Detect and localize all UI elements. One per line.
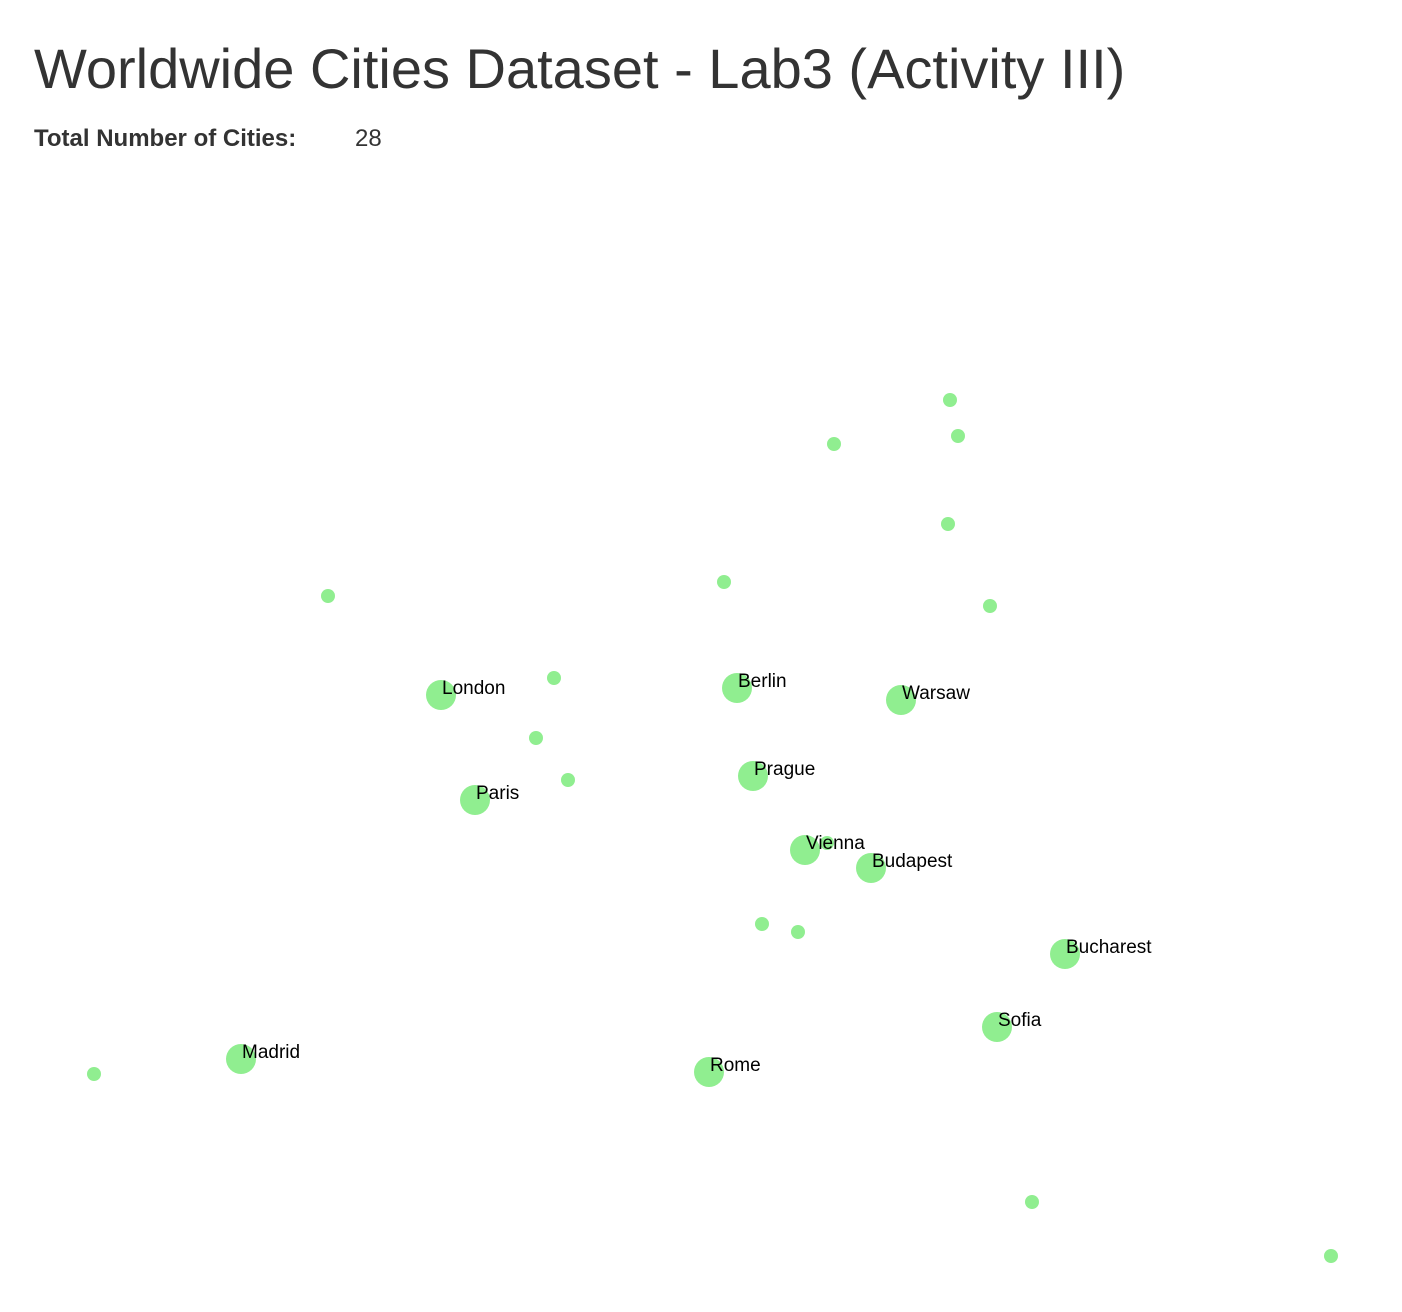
city-dot [426,680,456,710]
city-dot [943,393,957,407]
city-dot [951,429,965,443]
city-dot [1050,939,1080,969]
city-dot [755,917,769,931]
city-dot [856,853,886,883]
city-dot [1324,1249,1338,1263]
city-label: Warsaw [902,683,970,704]
city-label: Prague [754,759,815,780]
city-dot [886,685,916,715]
city-dot [547,671,561,685]
city-label: Budapest [872,851,953,872]
city-dot [321,589,335,603]
city-dot [717,575,731,589]
city-dot [983,599,997,613]
city-label: London [442,678,505,699]
city-label: Vienna [806,833,865,854]
city-dot [941,517,955,531]
city-dot [561,773,575,787]
city-label: Madrid [242,1042,300,1063]
city-dot [694,1057,724,1087]
city-dot [738,761,768,791]
city-label: Berlin [738,671,787,692]
count-label: Total Number of Cities: [34,125,296,152]
city-dot [460,785,490,815]
city-dot [790,835,820,865]
city-dot [87,1067,101,1081]
city-dot [1025,1195,1039,1209]
city-dot [827,437,841,451]
city-label: Sofia [998,1010,1042,1031]
city-dot [791,925,805,939]
city-dot [820,836,834,850]
city-label: Bucharest [1066,937,1152,958]
city-label: Paris [476,783,519,804]
count-value: 28 [355,125,382,152]
city-dot [529,731,543,745]
city-dot [226,1044,256,1074]
city-dot [722,673,752,703]
page-title: Worldwide Cities Dataset - Lab3 (Activit… [34,37,1125,100]
city-label: Rome [710,1055,761,1076]
city-dot [982,1012,1012,1042]
